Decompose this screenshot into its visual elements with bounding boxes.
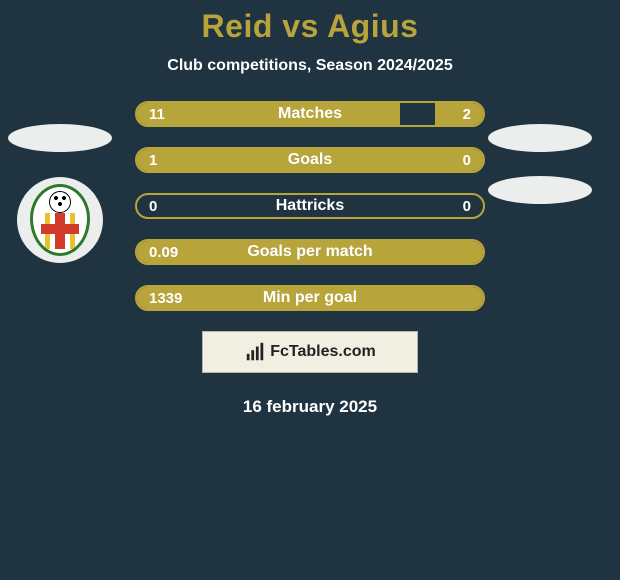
- player-right-oval-1: [488, 124, 592, 152]
- player-left-oval: [8, 124, 112, 152]
- bar-left: [137, 149, 483, 171]
- value-right: 0: [463, 198, 471, 215]
- stat-row: 0.09Goals per match: [135, 239, 485, 265]
- club-badge: [17, 177, 103, 263]
- comparison-rows: 11Matches2 1Goals0 0Hattricks0 0.09Goals pe…: [135, 101, 485, 311]
- stat-row: 1Goals0: [135, 147, 485, 173]
- bar-left: [137, 103, 400, 125]
- club-crest-icon: [30, 184, 90, 256]
- brand-band[interactable]: FcTables.com: [202, 331, 418, 373]
- brand-text: FcTables.com: [270, 343, 376, 361]
- row-label: Hattricks: [137, 197, 483, 215]
- bar-right: [435, 103, 483, 125]
- stat-row: 11Matches2: [135, 101, 485, 127]
- player-right-oval-2: [488, 176, 592, 204]
- bar-chart-icon: [244, 341, 266, 363]
- page-title: Reid vs Agius: [0, 0, 620, 45]
- subtitle: Club competitions, Season 2024/2025: [0, 57, 620, 75]
- bar-left: [137, 241, 483, 263]
- value-left: 0: [149, 198, 157, 215]
- stat-row: 1339Min per goal: [135, 285, 485, 311]
- bar-left: [137, 287, 483, 309]
- stat-row: 0Hattricks0: [135, 193, 485, 219]
- date-text: 16 february 2025: [0, 397, 620, 417]
